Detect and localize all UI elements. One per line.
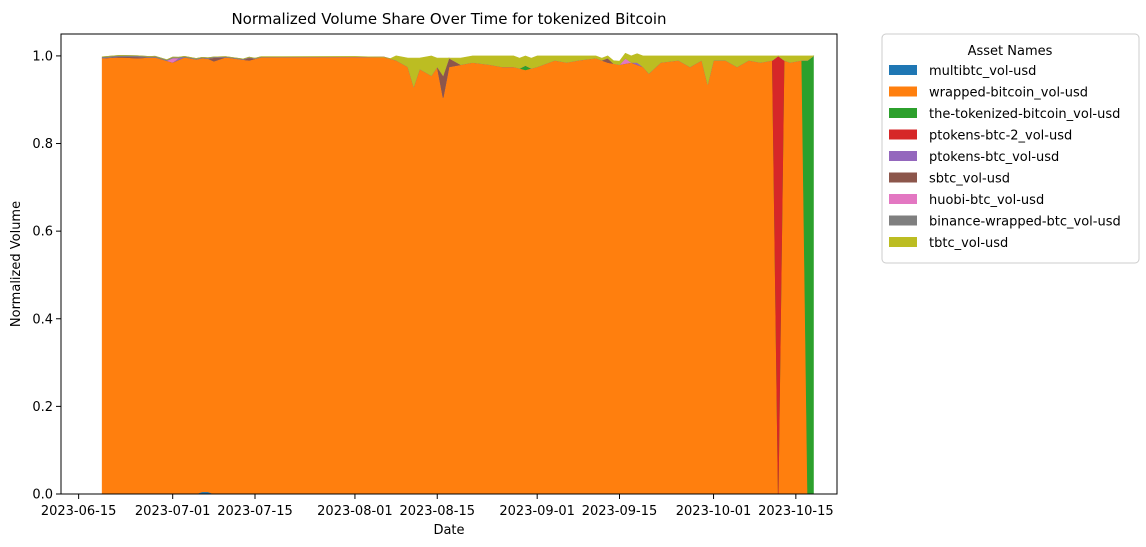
legend-label-ptokens-btc-2_vol-usd: ptokens-btc-2_vol-usd <box>929 129 1072 144</box>
legend-label-multibtc_vol-usd: multibtc_vol-usd <box>929 64 1036 79</box>
x-tick-label: 2023-10-01 <box>676 504 752 519</box>
x-tick-label: 2023-07-01 <box>135 504 211 519</box>
legend-swatch-ptokens-btc_vol-usd <box>889 151 917 161</box>
y-tick-label: 0.2 <box>32 400 53 415</box>
x-tick-label: 2023-09-01 <box>499 504 575 519</box>
x-tick-label: 2023-08-15 <box>399 504 475 519</box>
plot-frame <box>60 33 838 495</box>
legend-swatch-the-tokenized-bitcoin_vol-usd <box>889 108 917 118</box>
y-tick-label: 0.0 <box>32 488 53 503</box>
legend-swatch-huobi-btc_vol-usd <box>889 194 917 204</box>
legend-label-the-tokenized-bitcoin_vol-usd: the-tokenized-bitcoin_vol-usd <box>929 107 1120 122</box>
area-series-tbtc_vol-usd <box>102 52 815 88</box>
legend-box <box>881 33 1140 264</box>
y-tick-label: 1.0 <box>32 49 53 64</box>
legend-label-binance-wrapped-btc_vol-usd: binance-wrapped-btc_vol-usd <box>929 215 1121 230</box>
y-tick-label: 0.8 <box>32 137 53 152</box>
legend-label-huobi-btc_vol-usd: huobi-btc_vol-usd <box>929 193 1044 208</box>
legend-swatch-binance-wrapped-btc_vol-usd <box>889 215 917 226</box>
legend-label-ptokens-btc_vol-usd: ptokens-btc_vol-usd <box>929 150 1059 165</box>
x-tick-label: 2023-07-15 <box>217 504 293 519</box>
legend-swatch-multibtc_vol-usd <box>889 65 917 75</box>
plot-areas <box>101 52 815 495</box>
x-axis: 2023-06-15 2023-07-01 2023-07-15 2023-08-01… <box>41 494 834 519</box>
legend-swatch-wrapped-bitcoin_vol-usd <box>889 86 917 97</box>
legend-label-wrapped-bitcoin_vol-usd: wrapped-bitcoin_vol-usd <box>929 86 1088 101</box>
y-tick-label: 0.4 <box>32 312 53 327</box>
x-tick-label: 2023-06-15 <box>41 504 117 519</box>
legend-title: Asset Names <box>968 44 1053 59</box>
legend-label-tbtc_vol-usd: tbtc_vol-usd <box>929 236 1008 251</box>
legend-items: multibtc_vol-usd wrapped-bitcoin_vol-usdt… <box>889 64 1121 251</box>
legend-label-sbtc_vol-usd: sbtc_vol-usd <box>929 172 1010 187</box>
legend-swatch-ptokens-btc-2_vol-usd <box>889 129 917 140</box>
y-axis: 0.0 0.2 0.4 0.6 0.8 1.0 <box>32 49 61 503</box>
x-tick-label: 2023-10-15 <box>758 504 834 519</box>
x-tick-label: 2023-09-15 <box>582 504 658 519</box>
legend: Asset Names multibtc_vol-usd wrapped-bitc… <box>881 33 1140 264</box>
y-tick-label: 0.6 <box>32 225 53 240</box>
area-series-wrapped-bitcoin_vol-usd <box>101 56 814 495</box>
legend-swatch-tbtc_vol-usd <box>889 237 917 247</box>
x-tick-label: 2023-08-01 <box>317 504 393 519</box>
y-axis-label: Normalized Volume <box>9 201 24 327</box>
x-axis-label: Date <box>433 523 464 538</box>
chart-title: Normalized Volume Share Over Time for to… <box>231 10 666 28</box>
legend-swatch-sbtc_vol-usd <box>889 172 917 183</box>
